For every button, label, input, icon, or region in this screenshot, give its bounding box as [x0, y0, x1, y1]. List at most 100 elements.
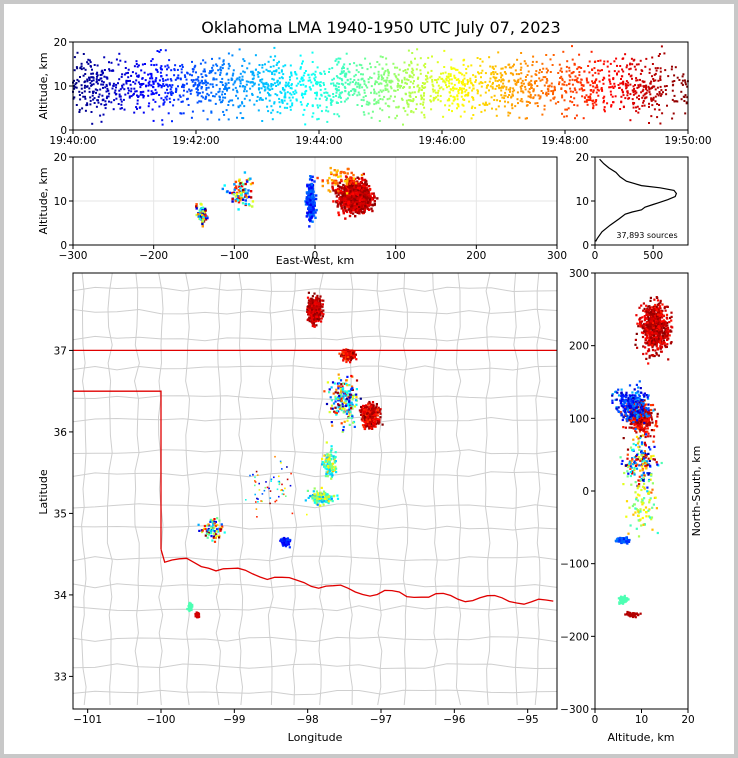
time-source-point [648, 91, 651, 94]
ew-source-point [304, 203, 308, 206]
time-source-point [96, 64, 99, 67]
time-source-point [202, 59, 205, 62]
time-source-point [350, 90, 353, 92]
time-source-point [243, 88, 246, 91]
time-source-point [154, 80, 157, 83]
time-source-point [367, 103, 370, 106]
time-source-point [210, 110, 213, 113]
time-source-point [503, 105, 506, 108]
hist-y-tick: 0 [582, 240, 589, 252]
time-source-point [387, 70, 390, 73]
time-source-point [481, 60, 484, 63]
time-source-point [384, 84, 387, 87]
time-source-point [438, 87, 441, 90]
time-source-point [406, 113, 409, 116]
time-source-point [283, 106, 286, 109]
time-source-point [278, 71, 281, 74]
ew-source-point [363, 209, 366, 212]
time-source-point [92, 90, 95, 93]
time-source-point [527, 82, 530, 85]
plan-source-point [310, 312, 313, 316]
time-source-point [430, 75, 433, 78]
time-source-point [282, 65, 285, 68]
time-source-point [190, 116, 193, 119]
ew-source-point [331, 187, 334, 190]
time-source-point [208, 99, 211, 102]
time-source-point [257, 109, 260, 112]
time-source-point [534, 73, 537, 76]
time-source-point [233, 81, 236, 84]
time-source-point [127, 71, 129, 74]
time-source-point [364, 95, 367, 97]
ew-source-point [352, 199, 355, 202]
ew-source-point [334, 188, 338, 192]
plan-source-point [377, 406, 380, 409]
time-source-point [509, 88, 511, 91]
time-source-point [529, 93, 532, 96]
time-source-point [509, 90, 511, 93]
time-source-point [397, 79, 400, 82]
time-source-point [437, 84, 440, 87]
time-source-point [491, 65, 494, 68]
time-source-point [290, 93, 293, 96]
ew-source-point [335, 170, 338, 174]
time-source-point [511, 90, 514, 93]
time-source-point [265, 97, 267, 100]
time-source-point [296, 77, 299, 80]
time-source-point [489, 77, 492, 80]
time-source-point [443, 80, 446, 83]
plan-source-point [317, 302, 320, 305]
time-source-point [456, 95, 459, 98]
ew-source-point [204, 214, 207, 217]
time-source-point [192, 70, 195, 73]
time-source-point [224, 93, 226, 95]
time-source-point [515, 83, 518, 86]
time-source-point [671, 80, 674, 83]
time-source-point [615, 57, 618, 60]
time-source-point [571, 78, 574, 81]
time-source-point [73, 56, 76, 59]
time-source-point [486, 84, 489, 87]
time-source-point [656, 93, 659, 96]
time-source-point [79, 76, 81, 78]
time-source-point [389, 85, 392, 88]
plan-source-point [343, 350, 346, 353]
time-source-point [367, 78, 370, 81]
time-source-point [294, 89, 297, 92]
time-source-point [586, 103, 589, 106]
time-source-point [413, 80, 415, 83]
time-source-point [284, 85, 287, 88]
ew-source-point [249, 177, 252, 180]
county-line [72, 555, 558, 562]
time-source-point [591, 69, 594, 71]
time-source-point [409, 80, 412, 83]
time-source-point [603, 99, 605, 102]
time-source-point [463, 87, 465, 90]
plan-source-point [361, 410, 364, 413]
ew-source-point [346, 190, 350, 193]
time-source-point [471, 89, 474, 92]
ew-source-point [226, 190, 229, 193]
time-source-point [663, 52, 666, 55]
time-source-point [591, 80, 594, 83]
plan-source-point [308, 300, 311, 303]
time-source-point [231, 54, 234, 57]
time-source-point [335, 75, 338, 78]
time-source-point [645, 96, 648, 99]
time-source-point [187, 104, 190, 106]
time-source-point [283, 96, 286, 99]
time-source-point [516, 91, 519, 94]
time-source-point [284, 64, 287, 67]
time-source-point [645, 84, 648, 87]
time-source-point [442, 80, 445, 83]
time-source-point [198, 82, 201, 85]
hist-y-tick: 10 [576, 196, 589, 208]
time-source-point [448, 97, 451, 100]
time-source-point [137, 81, 140, 84]
ew-source-point [368, 203, 371, 207]
time-source-point [239, 85, 241, 88]
time-source-point [565, 115, 568, 118]
ew-source-point [249, 196, 253, 199]
plan-source-point [343, 351, 346, 354]
time-source-point [304, 90, 307, 93]
